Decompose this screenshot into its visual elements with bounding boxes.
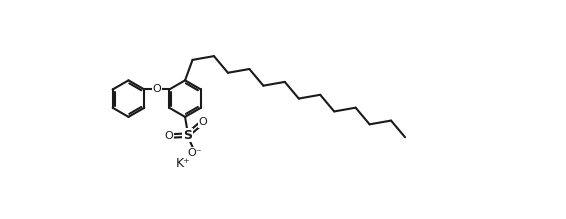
Text: O: O bbox=[198, 117, 207, 127]
Text: O: O bbox=[152, 85, 161, 94]
Text: O⁻: O⁻ bbox=[188, 148, 203, 158]
Text: K⁺: K⁺ bbox=[175, 157, 190, 170]
Text: O: O bbox=[165, 131, 173, 141]
Text: S: S bbox=[183, 129, 192, 142]
